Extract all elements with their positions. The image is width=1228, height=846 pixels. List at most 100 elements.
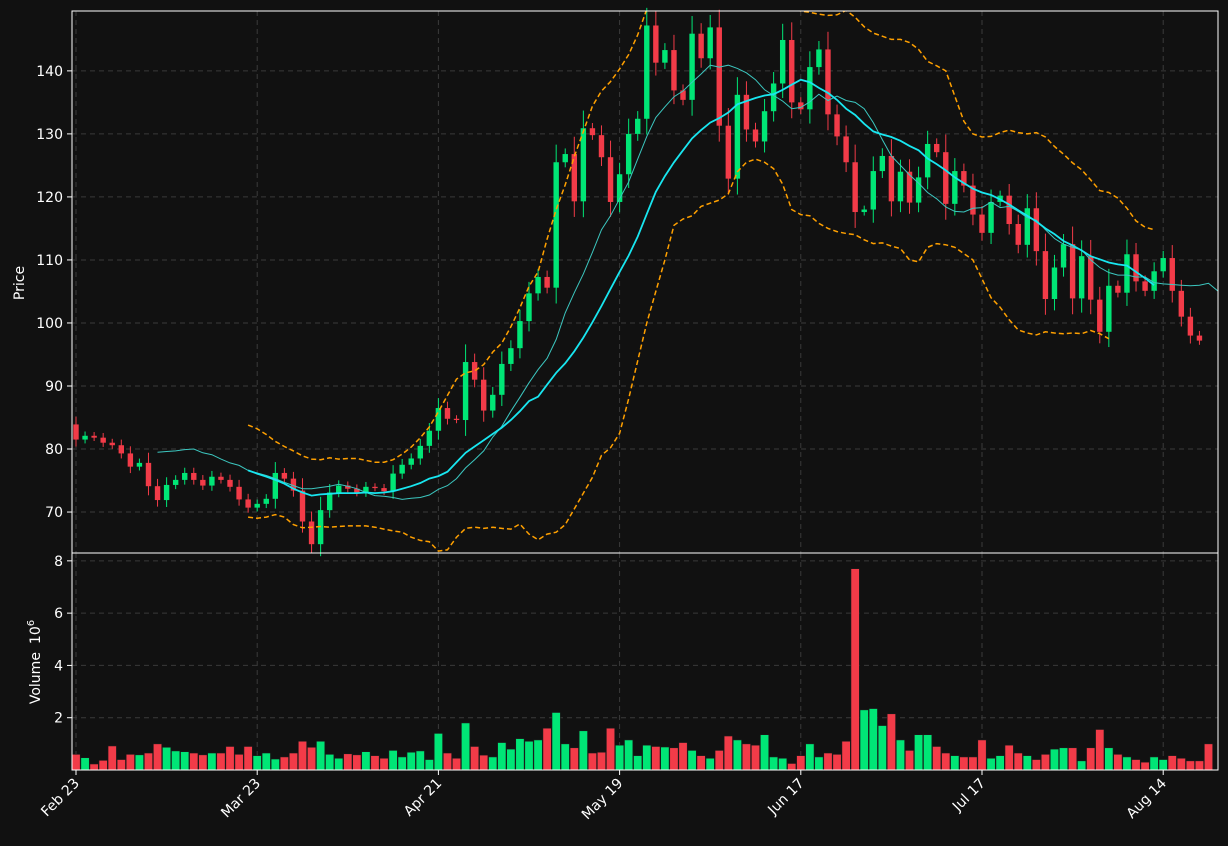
volume-bar [198, 754, 208, 771]
volume-bar [107, 745, 117, 771]
candle-body [272, 472, 279, 499]
candle-body [789, 39, 795, 103]
candle-body [897, 171, 904, 202]
volume-bar [732, 739, 742, 771]
volume-bar [941, 752, 951, 771]
volume-bar [615, 744, 625, 771]
price-tick-label: 110 [36, 253, 63, 269]
candle-body [1033, 208, 1040, 252]
price-tick-label: 130 [36, 127, 63, 143]
candle-body [662, 50, 668, 63]
volume-bar [651, 746, 661, 771]
volume-axis-label-text: Volume [28, 652, 44, 704]
volume-bar [1022, 755, 1032, 771]
volume-bar [189, 752, 199, 771]
volume-bar [116, 759, 126, 771]
candle-body [770, 83, 777, 112]
candle-body [653, 25, 659, 63]
volume-bar [669, 747, 679, 771]
candle-body [1196, 335, 1203, 341]
candle-body [562, 154, 568, 163]
volume-bar [895, 739, 905, 771]
candle-body [399, 464, 405, 474]
candle-body [535, 276, 541, 294]
candle-body [245, 499, 251, 508]
volume-bar [370, 755, 380, 771]
candle-body [390, 473, 396, 492]
candle-body [444, 408, 451, 419]
candle-body [870, 171, 876, 210]
volume-tick-label: 2 [54, 711, 63, 727]
volume-bar [415, 750, 425, 771]
candle-body [924, 143, 931, 178]
candle-body [1060, 244, 1067, 268]
volume-bar [551, 712, 561, 771]
indicator-lines [157, 11, 1218, 552]
candle-body [625, 133, 632, 175]
candle-body [689, 33, 695, 100]
volume-bar [506, 748, 516, 771]
candle-body [598, 135, 605, 158]
volume-bar [968, 756, 978, 771]
candle-body [1078, 256, 1085, 299]
volume-bar [134, 754, 144, 771]
volume-bar [814, 756, 824, 771]
volume-bar [433, 733, 443, 771]
candle-body [290, 478, 297, 491]
candle-body [336, 485, 342, 493]
volume-tick-label: 4 [54, 658, 63, 674]
volume-bar [678, 742, 688, 771]
volume-bar [687, 750, 697, 771]
volume-bar [877, 725, 887, 771]
candle-body [698, 33, 704, 59]
candle-body [734, 94, 741, 179]
volume-bar [225, 746, 235, 771]
candle-body [435, 408, 442, 431]
volume-bar [80, 757, 90, 771]
volume-bar [932, 746, 942, 771]
volume-bar [796, 755, 806, 771]
volume-bar [950, 755, 960, 771]
candle-body [191, 472, 197, 480]
candle-body [218, 476, 224, 480]
volume-bar [497, 742, 507, 771]
volume-bar [297, 740, 307, 771]
candle-body [716, 27, 722, 126]
candle-body [825, 49, 831, 115]
candle-body [281, 472, 288, 479]
volume-bar [1077, 760, 1087, 771]
volume-bar [515, 738, 525, 771]
volume-bar [1040, 754, 1050, 771]
panel-frames [71, 10, 1219, 771]
candle-body [970, 185, 976, 215]
candle-body [1187, 316, 1194, 336]
volume-bar [343, 753, 353, 771]
candle-body [227, 479, 233, 487]
candle-body [544, 276, 550, 288]
lower-band-line [248, 158, 1110, 552]
price-tick-label: 80 [45, 442, 63, 458]
volume-bar [660, 746, 670, 771]
candle-body [1124, 254, 1130, 293]
volume-bar [461, 722, 471, 771]
candle-body [136, 462, 143, 467]
candle-body [200, 479, 206, 486]
volume-bar [1167, 755, 1177, 771]
volume-bar [714, 750, 724, 771]
candle-body [109, 442, 115, 446]
volume-bar [596, 751, 606, 771]
fast-ma-line [157, 64, 1218, 500]
candle-body [616, 174, 623, 202]
volume-bar [307, 746, 317, 771]
volume-bar [352, 754, 362, 771]
candle-body [553, 162, 559, 288]
volume-bar [723, 735, 733, 771]
volume-bar [923, 734, 933, 771]
volume-bar [207, 752, 217, 771]
candle-body [807, 67, 813, 110]
candle-body [979, 214, 985, 233]
candle-body [644, 25, 650, 119]
volume-bar [832, 754, 842, 771]
candle-body [1015, 224, 1021, 245]
candle-body [145, 462, 152, 487]
